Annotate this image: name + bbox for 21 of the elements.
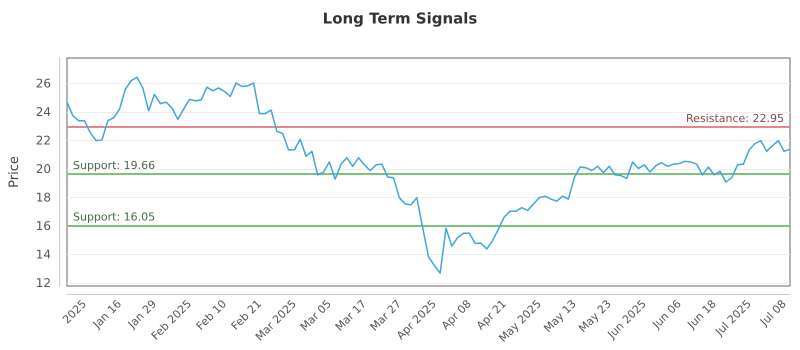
y-tick-label: 24	[36, 105, 51, 120]
x-tick-label: Mar 05	[298, 297, 334, 334]
x-tick-label: Apr 08	[438, 297, 474, 332]
y-tick-label: 14	[36, 248, 51, 262]
y-tick-label: 26	[36, 76, 51, 91]
ref-line-label: Support: 19.66	[73, 158, 156, 172]
x-tick-label: Feb 10	[194, 297, 230, 333]
y-axis-title: Price	[7, 156, 22, 188]
y-tick-label: 22	[36, 134, 51, 148]
y-tick-label: 12	[36, 276, 51, 290]
ref-line-label: Support: 16.05	[73, 210, 156, 224]
line-series	[66, 76, 791, 274]
chart-title: Long Term Signals	[322, 10, 478, 28]
y-tick-label: 20	[36, 162, 51, 176]
ref-line-label: Resistance: 22.95	[686, 112, 784, 126]
x-tick-label: Jul 08	[757, 297, 789, 330]
y-tick-label: 16	[36, 219, 51, 234]
x-tick-label: Jan 16	[90, 297, 124, 332]
y-tick-label: 18	[36, 190, 51, 205]
x-tick-label: Jun 06	[649, 297, 684, 332]
x-tick-label: Mar 17	[332, 297, 369, 334]
